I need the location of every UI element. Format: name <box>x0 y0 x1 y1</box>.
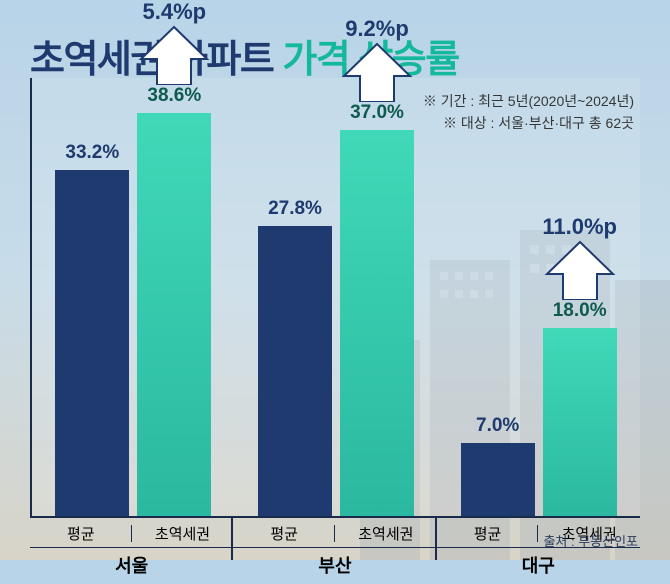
bar-group: 27.8% 9.2%p37.0% <box>235 78 438 516</box>
bar-rect <box>137 113 211 516</box>
up-arrow-icon <box>539 240 621 300</box>
axis-sublabel-avg: 평균 <box>30 523 132 544</box>
bar-rect <box>258 226 332 516</box>
diff-label: 5.4%p <box>143 0 207 25</box>
bar-rect <box>340 130 414 516</box>
bar-value-label: 33.2% <box>65 142 119 164</box>
axis-sublabel-near: 초역세권 <box>132 523 234 544</box>
axis-sublabel-avg: 평균 <box>437 523 539 544</box>
axis-city-label: 대구 <box>437 547 640 584</box>
bar-near-station: 9.2%p37.0% <box>340 78 414 516</box>
axis-group: 평균초역세권서울 <box>30 518 233 560</box>
bar-avg: 27.8% <box>258 78 332 516</box>
bar-group: 33.2% 5.4%p38.6% <box>32 78 235 516</box>
bar-rect <box>461 443 535 516</box>
bar-near-station: 11.0%p 18.0% <box>543 78 617 516</box>
chart-area: 33.2% 5.4%p38.6% 27.8% 9.2%p37.0% 7.0% 11.0%p… <box>30 78 640 518</box>
bar-rect <box>55 170 129 516</box>
diff-label: 9.2%p <box>345 16 409 42</box>
axis-sublabels: 평균초역세권 <box>30 518 233 547</box>
bar-value-label: 37.0% <box>350 102 404 124</box>
bar-value-label: 7.0% <box>476 415 519 437</box>
up-arrow-icon <box>336 42 418 102</box>
bar-near-station: 5.4%p38.6% <box>137 78 211 516</box>
axis-sublabel-near: 초역세권 <box>335 523 437 544</box>
axis-group: 평균초역세권부산 <box>233 518 436 560</box>
axis-city-label: 서울 <box>30 547 233 584</box>
diff-label: 11.0%p <box>542 214 617 240</box>
bar-value-label: 18.0% <box>553 300 607 322</box>
axis-sublabel-avg: 평균 <box>233 523 335 544</box>
up-arrow-icon <box>133 25 215 85</box>
bar-avg: 7.0% <box>461 78 535 516</box>
bar-value-label: 27.8% <box>268 198 322 220</box>
source-label: 출처 : 부동산인포 <box>543 531 638 550</box>
axis-sublabels: 평균초역세권 <box>233 518 436 547</box>
bar-value-label: 38.6% <box>147 85 201 107</box>
axis-city-label: 부산 <box>233 547 436 584</box>
bar-group: 7.0% 11.0%p 18.0% <box>437 78 640 516</box>
bar-avg: 33.2% <box>55 78 129 516</box>
bar-rect <box>543 328 617 516</box>
page-title: 초역세권 아파트 가격 상승률 <box>30 28 640 83</box>
